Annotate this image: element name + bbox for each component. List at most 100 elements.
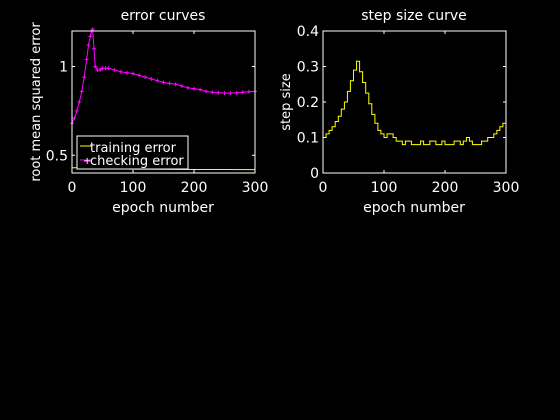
step-size-series-0-point xyxy=(410,144,412,146)
step-size-series-layer xyxy=(322,60,507,146)
checking-error-point xyxy=(82,75,87,80)
step-size-ytick-label: 0.1 xyxy=(297,131,319,147)
step-size-series-0-point xyxy=(496,129,498,131)
step-size-ticks: 0 100 200 300 0 0.1 0.2 0.3 0.4 xyxy=(297,24,520,196)
step-size-series-0-point xyxy=(426,144,428,146)
error-curves-ytick-label: 1 xyxy=(59,60,68,76)
step-size-series-0-point xyxy=(368,103,370,105)
checking-error-point xyxy=(137,73,142,78)
step-size-series-0-point xyxy=(371,113,373,115)
step-size-series-0-point xyxy=(340,108,342,110)
step-size-series-0-point xyxy=(462,140,464,142)
step-size-series-0-point xyxy=(432,140,434,142)
checking-error-point xyxy=(173,82,178,87)
step-size-series-0-point xyxy=(435,144,437,146)
step-size-series-0-point xyxy=(337,115,339,117)
checking-error-point xyxy=(98,68,103,73)
training-error-point xyxy=(193,168,195,170)
step-size-series-0-point xyxy=(487,137,489,138)
step-size-ytick-label: 0.4 xyxy=(297,24,319,40)
step-size-series-0-point xyxy=(502,122,504,124)
error-curves-title: error curves xyxy=(121,8,206,24)
step-size-series-0-point xyxy=(414,144,415,146)
step-size-series-0-point xyxy=(438,144,440,146)
step-size-series-0-point xyxy=(359,71,361,73)
error-curves-xlabel: epoch number xyxy=(112,200,214,216)
step-size-series-0-point xyxy=(383,137,385,138)
step-size-series-0-point xyxy=(331,126,333,128)
step-size-series-0-point xyxy=(374,122,376,124)
step-size-series-0-point xyxy=(328,129,330,131)
step-size-series-0-point xyxy=(420,140,422,142)
step-size-series-0-point xyxy=(478,144,480,146)
step-size-xtick-label: 300 xyxy=(493,180,520,196)
checking-error-point xyxy=(179,84,184,89)
step-size-ylabel: step size xyxy=(279,73,294,130)
step-size-series-0-point xyxy=(343,101,345,103)
error-curves-ticks: 0 100 200 300 0.5 1 xyxy=(46,31,269,196)
checking-error-point xyxy=(161,80,166,85)
step-size-series-0-point xyxy=(490,137,492,138)
step-size-series-0-line xyxy=(323,60,507,146)
step-size-series-0-point xyxy=(459,144,461,146)
step-size-series-0-point xyxy=(401,144,403,146)
checking-error-point xyxy=(192,86,196,91)
step-size-series-0-point xyxy=(441,140,443,142)
step-size-xlabel: epoch number xyxy=(363,200,465,216)
checking-error-point xyxy=(149,76,154,81)
checking-error-point xyxy=(246,89,251,94)
checking-error-point xyxy=(112,68,117,73)
legend-label-checking: checking error xyxy=(90,154,184,169)
error-curves-ytick-label: 0.5 xyxy=(46,148,68,164)
checking-error-point xyxy=(86,43,91,48)
checking-error-point xyxy=(74,108,79,113)
step-size-series-0-point xyxy=(475,144,476,146)
error-curves-frame xyxy=(71,30,256,174)
checking-error-point xyxy=(210,90,215,95)
checking-error-point xyxy=(93,64,98,69)
step-size-series-0-point xyxy=(484,140,486,142)
checking-error-point xyxy=(198,87,203,92)
step-size-series-0-point xyxy=(334,121,336,123)
step-size-series-0-point xyxy=(444,144,446,146)
step-size-series-0-point xyxy=(493,133,495,135)
step-size-series-0-point xyxy=(356,60,358,62)
step-size-series-0-point xyxy=(380,133,382,135)
checking-error-point xyxy=(77,100,82,104)
error-curves-legend: training error + checking error xyxy=(76,135,189,170)
legend-marker-checking: + xyxy=(83,156,91,167)
step-size-series-0-point xyxy=(362,81,364,83)
checking-error-point xyxy=(155,78,160,83)
checking-error-point xyxy=(216,90,221,95)
checking-error-point xyxy=(167,81,172,86)
step-size-series-0-point xyxy=(450,144,452,146)
step-size-series-0-point xyxy=(346,90,348,92)
step-size-series-0-point xyxy=(407,140,409,142)
step-size-series-0-point xyxy=(386,133,388,135)
checking-error-point xyxy=(84,57,89,62)
error-curves-xtick-label: 200 xyxy=(181,180,208,196)
step-size-axes: step size curve epoch number step size 0… xyxy=(279,8,519,216)
error-curves-xtick-label: 0 xyxy=(68,180,77,196)
checking-error-point xyxy=(204,89,209,94)
step-size-series-0-point xyxy=(389,133,391,135)
step-size-series-0-point xyxy=(468,140,470,142)
legend-box xyxy=(76,135,189,170)
step-size-series-0-point xyxy=(349,80,351,82)
checking-error-point xyxy=(79,89,84,94)
step-size-series-0-point xyxy=(377,129,379,131)
step-size-xtick-label: 100 xyxy=(371,180,398,196)
step-size-series-0-point xyxy=(395,140,397,142)
error-curves-xtick-label: 300 xyxy=(242,180,269,196)
step-size-series-0-point xyxy=(423,144,425,146)
checking-error-point xyxy=(124,70,129,75)
checking-error-point xyxy=(91,46,96,51)
checking-error-point xyxy=(240,90,245,95)
step-size-series-0-point xyxy=(353,69,354,71)
checking-error-point xyxy=(88,34,93,39)
error-curves-xtick-label: 100 xyxy=(120,180,147,196)
error-curves-ylabel: root mean squared error xyxy=(29,22,44,182)
checking-error-point xyxy=(118,69,123,74)
